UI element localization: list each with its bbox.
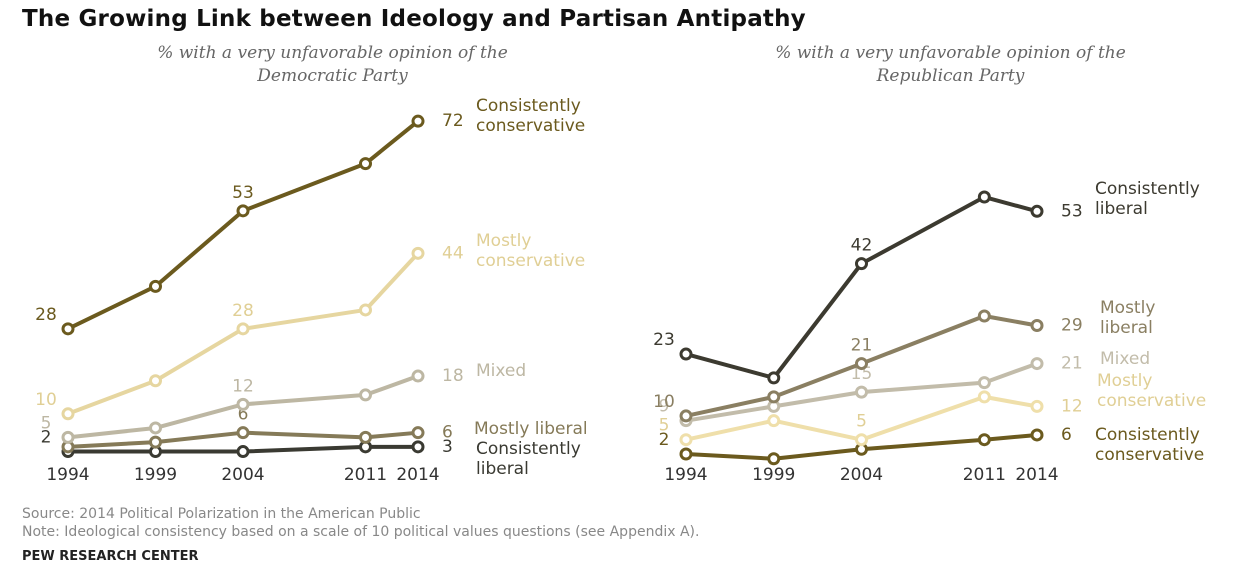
point bbox=[855, 357, 868, 371]
title: The Growing Link between Ideology and Pa… bbox=[22, 6, 806, 32]
point bbox=[359, 430, 372, 444]
point bbox=[855, 385, 868, 399]
source: Source: 2014 Political Polarization in t… bbox=[22, 506, 421, 522]
point bbox=[767, 452, 781, 466]
data-label: 2 bbox=[659, 430, 670, 450]
data-label: 3 bbox=[442, 437, 453, 457]
point bbox=[411, 369, 425, 383]
data-label: 12 bbox=[1061, 396, 1083, 416]
point bbox=[236, 397, 250, 411]
data-label: 5 bbox=[659, 416, 670, 436]
point bbox=[767, 371, 781, 385]
point bbox=[679, 433, 693, 447]
series-label: Mixed bbox=[476, 361, 527, 382]
x-tick-label: 2004 bbox=[840, 465, 883, 485]
data-label: 53 bbox=[1061, 201, 1083, 221]
series-label: Consistently conservative bbox=[476, 96, 586, 137]
data-label: 10 bbox=[35, 390, 57, 410]
point bbox=[359, 388, 372, 402]
data-label: 6 bbox=[238, 405, 249, 425]
point bbox=[149, 421, 162, 435]
line bbox=[67, 119, 420, 331]
data-label: 29 bbox=[1061, 316, 1083, 336]
point bbox=[855, 257, 868, 271]
data-label: 44 bbox=[442, 243, 464, 263]
data-label: 23 bbox=[653, 330, 675, 350]
data-label: 12 bbox=[232, 376, 254, 396]
point bbox=[977, 433, 991, 447]
x-tick-label: 1999 bbox=[752, 465, 795, 485]
x-tick-label: 1999 bbox=[134, 465, 177, 485]
point bbox=[411, 114, 425, 128]
point bbox=[411, 246, 425, 260]
point bbox=[411, 440, 425, 454]
data-label: 42 bbox=[851, 236, 873, 256]
point bbox=[359, 157, 372, 171]
data-label: 72 bbox=[442, 111, 464, 131]
series-label: Consistently liberal bbox=[476, 438, 581, 479]
point bbox=[679, 347, 693, 361]
point bbox=[61, 322, 75, 336]
series-label: Consistently liberal bbox=[1095, 179, 1200, 220]
point bbox=[855, 433, 868, 447]
x-tick-label: 1994 bbox=[664, 465, 707, 485]
series-label: Mostly conservative bbox=[1097, 371, 1207, 412]
point bbox=[679, 447, 693, 461]
data-label: 5 bbox=[41, 413, 52, 433]
series-label: Mixed bbox=[1100, 348, 1151, 369]
series-label: Mostly conservative bbox=[476, 231, 586, 272]
brand: PEW RESEARCH CENTER bbox=[22, 549, 199, 564]
point bbox=[977, 309, 991, 323]
point bbox=[61, 407, 75, 421]
data-label: 53 bbox=[232, 183, 254, 203]
series-label: Mostly liberal bbox=[474, 418, 588, 439]
subtitle: % with a very unfavorable opinion of the… bbox=[157, 43, 508, 86]
point bbox=[149, 279, 162, 293]
note: Note: Ideological consistency based on a… bbox=[22, 524, 700, 540]
point bbox=[149, 435, 162, 449]
point bbox=[767, 390, 781, 404]
x-tick-label: 2011 bbox=[963, 465, 1006, 485]
point bbox=[411, 426, 425, 440]
data-label: 21 bbox=[1061, 354, 1083, 374]
point bbox=[977, 190, 991, 204]
point bbox=[977, 376, 991, 390]
data-label: 6 bbox=[1061, 425, 1072, 445]
data-label: 18 bbox=[442, 366, 464, 386]
subtitle: % with a very unfavorable opinion of the… bbox=[775, 43, 1126, 86]
data-label: 9 bbox=[659, 397, 670, 417]
data-label: 28 bbox=[232, 301, 254, 321]
data-label: 6 bbox=[442, 423, 453, 443]
point bbox=[1030, 357, 1044, 371]
series-label: Mostly liberal bbox=[1100, 297, 1156, 338]
series-label: Consistently conservative bbox=[1095, 424, 1205, 465]
point bbox=[1030, 399, 1044, 413]
x-tick-label: 2004 bbox=[221, 465, 264, 485]
data-label: 15 bbox=[851, 364, 873, 384]
point bbox=[236, 426, 250, 440]
data-label: 21 bbox=[851, 336, 873, 356]
point bbox=[1030, 204, 1044, 218]
x-tick-label: 2011 bbox=[344, 465, 387, 485]
data-label: 2 bbox=[41, 428, 52, 448]
point bbox=[236, 445, 250, 459]
point bbox=[359, 303, 372, 317]
point bbox=[1030, 319, 1044, 333]
point bbox=[977, 390, 991, 404]
x-tick-label: 2014 bbox=[396, 465, 439, 485]
point bbox=[1030, 428, 1044, 442]
point bbox=[61, 430, 75, 444]
point bbox=[149, 374, 162, 388]
data-label: 5 bbox=[856, 412, 867, 432]
point bbox=[767, 414, 781, 428]
point bbox=[236, 204, 250, 218]
data-label: 28 bbox=[35, 305, 57, 325]
point bbox=[679, 409, 693, 423]
x-tick-label: 2014 bbox=[1015, 465, 1058, 485]
x-tick-label: 1994 bbox=[46, 465, 89, 485]
data-label: 10 bbox=[653, 392, 675, 412]
point bbox=[236, 322, 250, 336]
